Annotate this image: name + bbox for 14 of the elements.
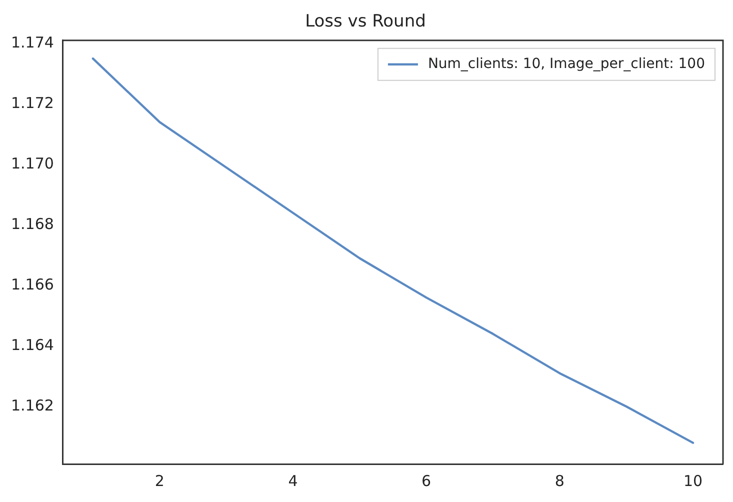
x-tick-label: 6	[422, 472, 432, 490]
y-tick-label: 1.172	[10, 94, 54, 112]
y-tick-label: 1.168	[10, 214, 54, 233]
y-tick-label: 1.162	[10, 396, 54, 414]
x-tick-label: 2	[154, 472, 164, 490]
legend-label: Num_clients: 10, Image_per_client: 100	[428, 56, 706, 72]
x-tick-label: 10	[683, 472, 703, 490]
x-tick-label: 8	[554, 472, 564, 490]
y-tick-label: 1.170	[10, 154, 54, 172]
y-tick-label: 1.174	[10, 33, 54, 52]
y-tick-label: 1.166	[10, 275, 54, 294]
y-tick-label: 1.164	[10, 336, 54, 354]
x-tick-label: 4	[288, 472, 298, 490]
chart-title: Loss vs Round	[305, 12, 426, 32]
